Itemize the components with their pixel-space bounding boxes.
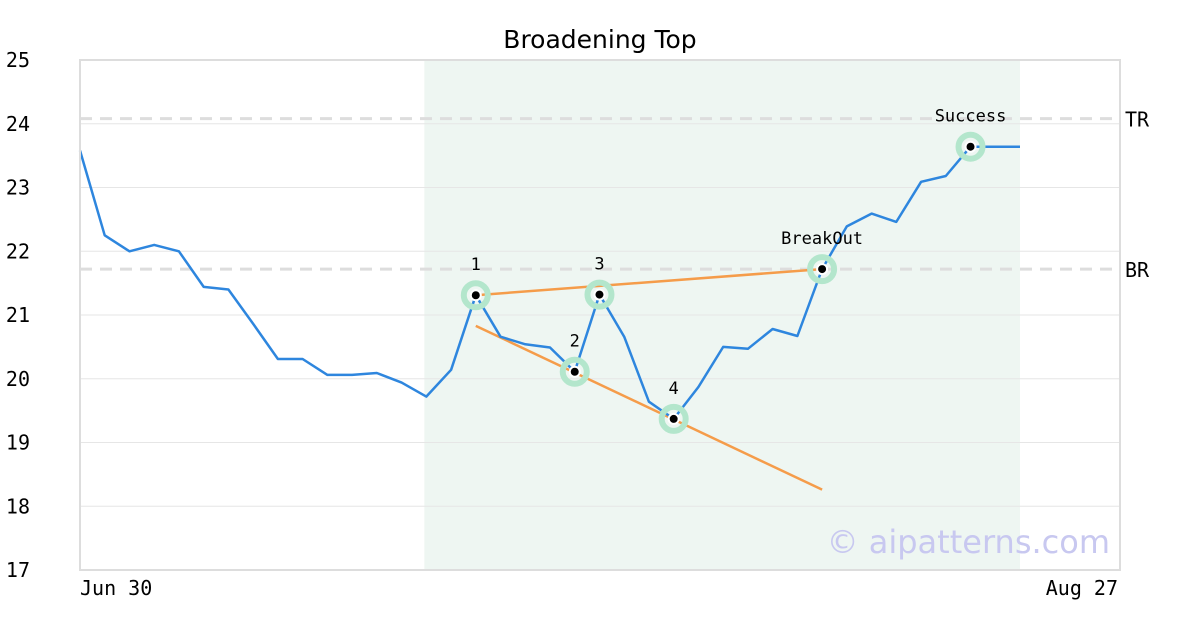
marker-label: 1 (471, 255, 481, 275)
watermark: © aipatterns.com (827, 523, 1110, 561)
marker-success: Success (935, 107, 1007, 162)
marker-dot (667, 412, 680, 425)
chart-title: Broadening Top (503, 25, 696, 54)
marker-dot (964, 140, 977, 153)
x-tick-end: Aug 27 (1046, 576, 1118, 600)
marker-2: 2 (559, 332, 590, 387)
y-tick-label: 23 (6, 176, 30, 200)
trendlines (475, 267, 823, 491)
marker-halo (955, 131, 986, 162)
marker-dot (593, 288, 606, 301)
marker-halo (584, 279, 615, 310)
marker-label: 4 (669, 379, 679, 399)
trendline-upper (475, 267, 823, 297)
gridlines (80, 59, 1120, 571)
marker-halo (658, 403, 689, 434)
marker-dot (568, 365, 581, 378)
marker-dot (469, 289, 482, 302)
marker-label: 3 (594, 255, 604, 275)
trendline-lower (475, 324, 823, 491)
marker-halo (460, 280, 491, 311)
marker-4: 4 (658, 379, 689, 434)
level-lines: TR BR (80, 108, 1150, 282)
marker-halo (559, 356, 590, 387)
marker-label: BreakOut (781, 229, 863, 249)
marker-1: 1 (460, 255, 491, 311)
y-axis: 17 18 19 20 21 22 23 24 25 (6, 48, 30, 582)
marker-breakout: BreakOut (781, 229, 863, 285)
y-tick-label: 17 (6, 558, 30, 582)
marker-3: 3 (584, 255, 615, 310)
level-label-br: BR (1125, 258, 1150, 282)
x-tick-start: Jun 30 (80, 576, 152, 600)
y-tick-label: 20 (6, 367, 30, 391)
plot-frame (79, 59, 1121, 571)
y-tick-label: 24 (6, 112, 30, 136)
y-tick-label: 25 (6, 48, 30, 72)
y-tick-label: 22 (6, 239, 30, 263)
level-label-tr: TR (1125, 108, 1150, 132)
pattern-markers: 1 2 3 4 BreakOut Success (460, 107, 1007, 434)
marker-label: 2 (570, 332, 580, 352)
price-line (78, 145, 1020, 421)
y-tick-label: 18 (6, 494, 30, 518)
marker-halo (807, 254, 838, 285)
y-tick-label: 21 (6, 303, 30, 327)
y-tick-label: 19 (6, 431, 30, 455)
marker-label: Success (935, 107, 1007, 127)
marker-dot (816, 263, 829, 276)
